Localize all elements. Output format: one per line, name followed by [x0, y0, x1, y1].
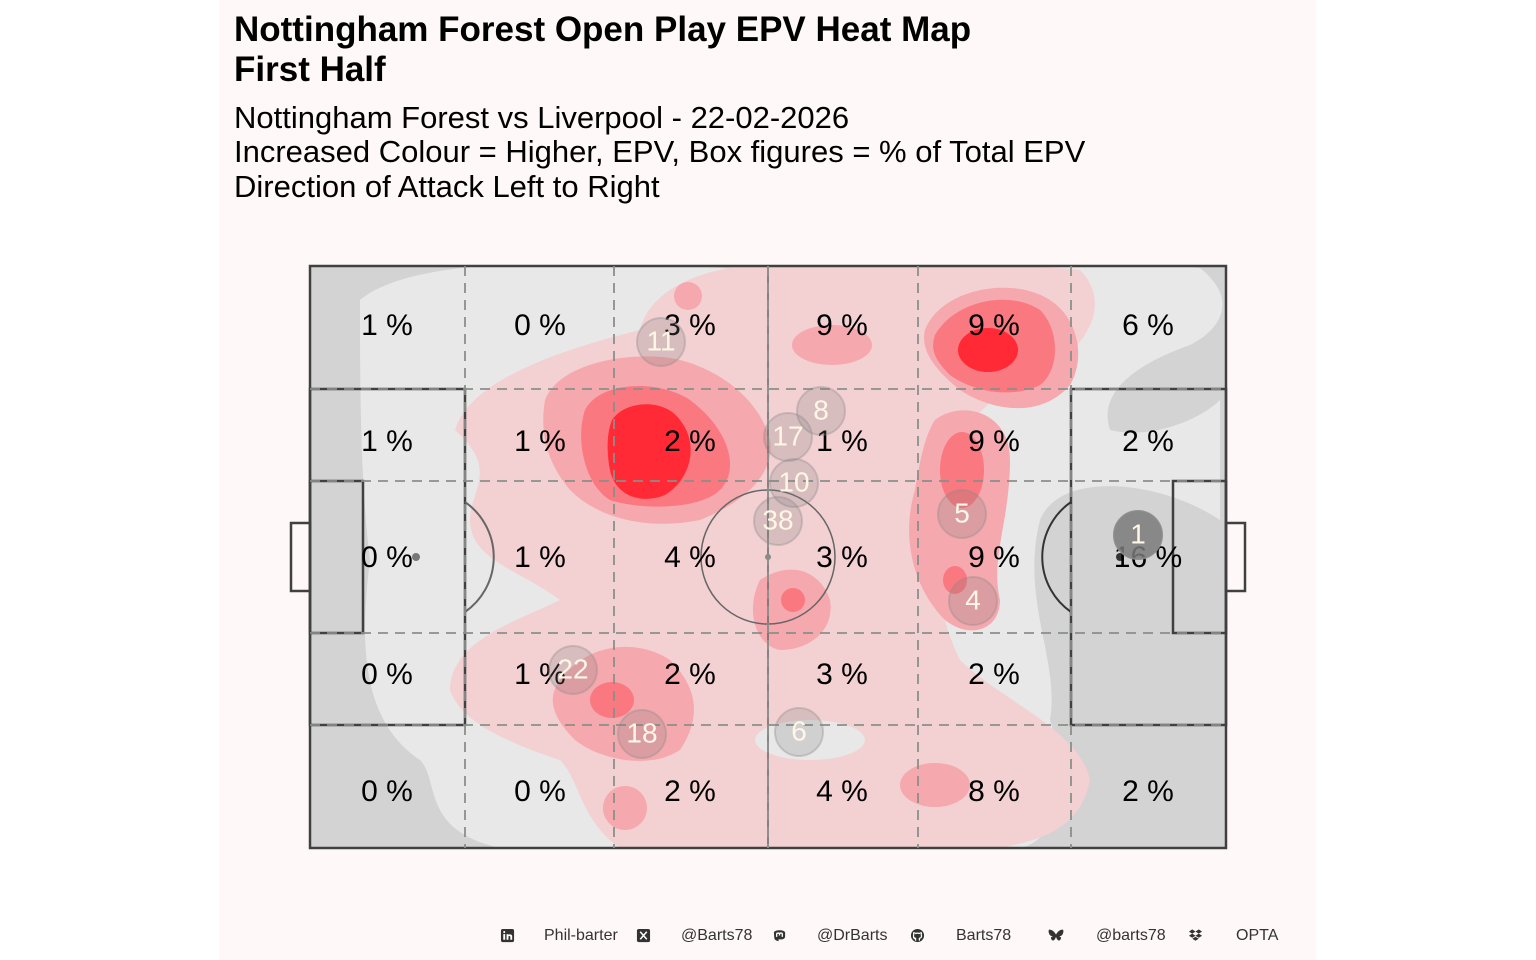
zone-percentage-label: 1 % [361, 309, 413, 342]
player-marker-number: 6 [791, 715, 807, 746]
zone-percentage-label: 0 % [514, 775, 566, 808]
zone-percentage-label: 3 % [816, 541, 868, 574]
footer-github-label[interactable]: Barts78 [956, 927, 1012, 944]
player-marker-circle [753, 496, 803, 546]
player-marker: 1 [1113, 510, 1163, 560]
zone-percentage-label: 0 % [361, 775, 413, 808]
player-marker: 11 [636, 317, 686, 367]
linkedin-icon[interactable] [500, 928, 515, 943]
zone-percentage-label: 2 % [1122, 425, 1174, 458]
github-icon[interactable] [910, 928, 925, 943]
player-marker-circle [769, 458, 819, 508]
player-marker: 17 [763, 412, 813, 462]
player-marker-number: 1 [1130, 518, 1146, 549]
player-marker-number: 17 [772, 420, 803, 451]
player-marker-number: 38 [762, 504, 793, 535]
chart-title-line2: First Half [234, 50, 386, 89]
zone-percentage-label: 1 % [361, 425, 413, 458]
dropbox-icon[interactable] [1188, 928, 1203, 943]
player-marker-circle [548, 645, 598, 695]
zone-percentage-label: 9 % [968, 425, 1020, 458]
player-marker: 22 [548, 645, 598, 695]
zone-percentage-label: 0 % [361, 658, 413, 691]
player-marker-circle [763, 412, 813, 462]
zone-percentage-label: 2 % [664, 425, 716, 458]
zone-percentage-label: 9 % [816, 309, 868, 342]
player-marker-number: 22 [557, 653, 588, 684]
chart-subtitle-direction: Direction of Attack Left to Right [234, 169, 660, 204]
zone-percentage-label: 0 % [361, 541, 413, 574]
zone-percentage-label: 1 % [514, 541, 566, 574]
footer-x-label[interactable]: @Barts78 [681, 927, 753, 944]
player-marker-number: 5 [954, 497, 970, 528]
left-penalty-spot [412, 553, 420, 561]
player-marker: 18 [617, 709, 667, 759]
zone-percentage-label: 2 % [664, 775, 716, 808]
zone-percentage-label: 1 % [514, 425, 566, 458]
player-marker: 6 [774, 707, 824, 757]
player-marker-number: 10 [778, 466, 809, 497]
zone-labels: 1 % 0 % 3 % 9 % 9 % 6 %1 % 1 % 2 % 1 % 9 % 2 %0 % 1… [361, 309, 1182, 808]
player-marker-number: 4 [965, 584, 981, 615]
bluesky-icon[interactable] [1047, 928, 1065, 943]
left-goal [289, 521, 312, 593]
player-marker: 38 [753, 496, 803, 546]
right-penalty-spot [1116, 553, 1124, 561]
right-goal [1224, 521, 1247, 593]
zone-percentage-label: 2 % [664, 658, 716, 691]
player-marker-circle [774, 707, 824, 757]
zone-percentage-label: 6 % [1122, 309, 1174, 342]
player-marker-number: 18 [626, 717, 657, 748]
footer-bluesky-label[interactable]: @barts78 [1096, 927, 1166, 944]
x-icon[interactable] [636, 928, 651, 943]
player-marker-circle [617, 709, 667, 759]
epv-heat-layer [360, 266, 1223, 848]
zone-percentage-label: 0 % [514, 309, 566, 342]
zone-percentage-label: 4 % [664, 541, 716, 574]
mastodon-icon[interactable] [772, 928, 787, 943]
zone-percentage-label: 3 % [816, 658, 868, 691]
footer-linkedin-label[interactable]: Phil-barter [544, 927, 618, 944]
zone-percentage-label: 2 % [968, 658, 1020, 691]
player-marker-circle [636, 317, 686, 367]
player-marker-circle [1113, 510, 1163, 560]
player-marker-circle [937, 489, 987, 539]
player-marker: 8 [796, 386, 846, 436]
player-marker: 5 [937, 489, 987, 539]
footer-mastodon-label[interactable]: @DrBarts [817, 927, 888, 944]
player-marker-circle [796, 386, 846, 436]
footer-data-source-label[interactable]: OPTA [1236, 927, 1279, 944]
zone-percentage-label: 4 % [816, 775, 868, 808]
chart-title: Nottingham Forest Open Play EPV Heat Map [234, 10, 972, 49]
player-marker: 4 [948, 576, 998, 626]
zone-percentage-label: 1 % [816, 425, 868, 458]
zone-percentage-label: 1 % [514, 658, 566, 691]
left-penalty-arc [464, 501, 495, 613]
zone-percentage-label: 8 % [968, 775, 1020, 808]
chart-subtitle-match: Nottingham Forest vs Liverpool - 22-02-2… [234, 100, 850, 135]
zone-percentage-label: 9 % [968, 541, 1020, 574]
zone-percentage-label: 2 % [1122, 775, 1174, 808]
chart-subtitle-legend: Increased Colour = Higher, EPV, Box figu… [234, 134, 1086, 169]
right-penalty-arc [1041, 501, 1072, 613]
player-markers: 11 8 17 10 38 5 1 4 22 18 6 [548, 317, 1163, 759]
player-marker-number: 11 [646, 325, 675, 356]
footer-credits: Phil-barter @Barts78 @DrBarts Barts78 @b… [0, 922, 1536, 950]
zone-percentage-label: 9 % [968, 309, 1020, 342]
zone-grid [310, 266, 1226, 848]
player-marker-circle [948, 576, 998, 626]
zone-percentage-label: 3 % [664, 309, 716, 342]
player-marker: 10 [769, 458, 819, 508]
player-marker-number: 8 [813, 394, 829, 425]
